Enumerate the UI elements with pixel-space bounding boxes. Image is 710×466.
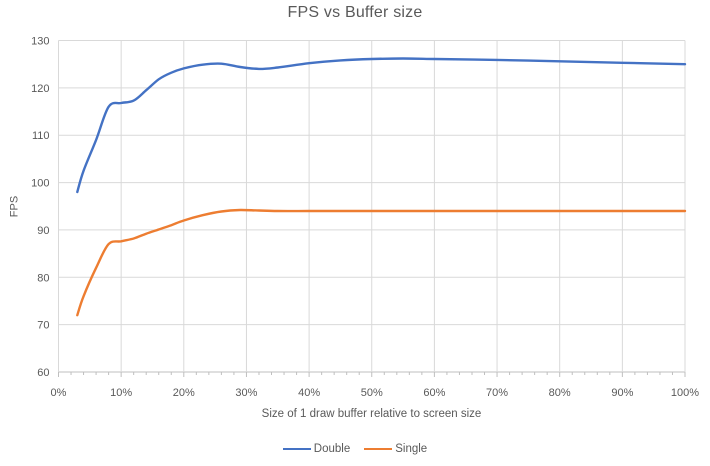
legend-item-single[interactable]: Single bbox=[364, 443, 427, 455]
legend-line-sample-double bbox=[282, 447, 311, 451]
x-tick-label: 30% bbox=[235, 387, 257, 399]
x-tick-label: 50% bbox=[361, 387, 383, 399]
series-line-single[interactable] bbox=[76, 208, 687, 317]
y-tick-label: 130 bbox=[31, 36, 49, 48]
y-tick-label: 110 bbox=[32, 130, 50, 142]
y-tick-label: 120 bbox=[31, 83, 49, 95]
y-tick-label: 80 bbox=[37, 272, 49, 284]
y-axis-title: FPS bbox=[8, 195, 21, 218]
chart-title: FPS vs Buffer size bbox=[287, 4, 423, 21]
y-tick-label: 70 bbox=[37, 320, 49, 332]
legend: Double Single bbox=[0, 443, 710, 455]
x-tick-label: 40% bbox=[298, 387, 320, 399]
x-tick-label: 0% bbox=[51, 387, 67, 399]
x-tick-label: 10% bbox=[110, 387, 132, 399]
x-tick-label: 60% bbox=[423, 387, 445, 399]
y-tick-label: 60 bbox=[37, 367, 49, 379]
legend-line-sample-single bbox=[364, 447, 393, 451]
x-tick-label: 80% bbox=[549, 387, 571, 399]
x-tick-label: 100% bbox=[671, 387, 699, 399]
legend-item-double[interactable]: Double bbox=[282, 443, 351, 455]
legend-label-single: Single bbox=[395, 443, 428, 455]
y-tick-label: 100 bbox=[31, 178, 49, 190]
x-axis-title: Size of 1 draw buffer relative to screen… bbox=[261, 408, 482, 420]
x-tick-label: 90% bbox=[611, 387, 633, 399]
legend-label-double: Double bbox=[313, 443, 351, 455]
series-line-double[interactable] bbox=[76, 57, 687, 194]
x-tick-label: 70% bbox=[486, 387, 508, 399]
x-tick-label: 20% bbox=[173, 387, 195, 399]
y-tick-label: 90 bbox=[37, 225, 49, 237]
